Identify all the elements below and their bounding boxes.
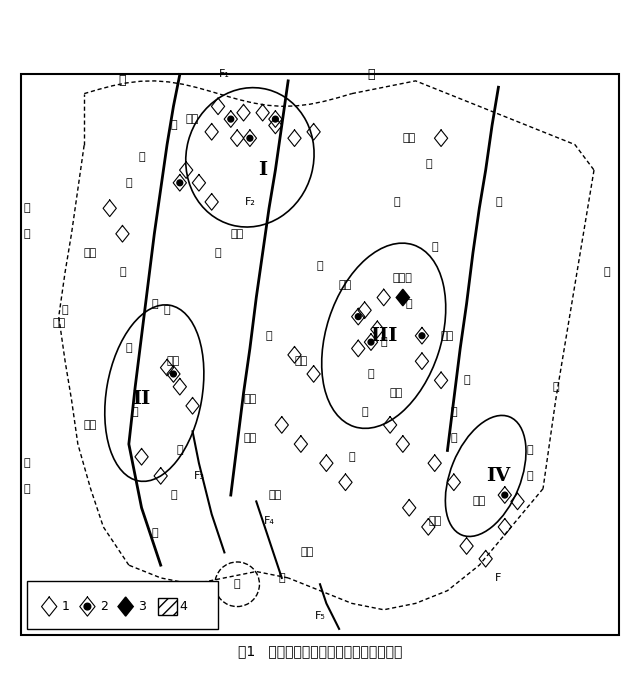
Text: 双: 双 [380,337,387,347]
Text: II: II [132,390,150,408]
Text: 1: 1 [62,600,70,613]
Text: 花垣: 花垣 [84,248,97,258]
Text: 庆: 庆 [24,229,30,239]
Polygon shape [396,289,410,306]
Text: 祁阳: 祁阳 [243,433,257,443]
Text: 凤凰: 凤凰 [52,318,65,328]
Text: 西: 西 [215,248,221,258]
Text: 郴州: 郴州 [428,516,442,526]
Circle shape [355,314,361,319]
Text: 宁乡: 宁乡 [339,279,352,290]
Polygon shape [118,597,133,616]
Text: 浦: 浦 [151,299,157,309]
Circle shape [247,135,253,141]
Text: IV: IV [486,467,511,485]
Text: 娄底: 娄底 [294,356,307,366]
Circle shape [228,116,234,122]
Text: 底: 底 [393,197,400,207]
Circle shape [177,180,182,185]
Text: 3: 3 [138,600,147,613]
Text: 裂: 裂 [349,452,355,462]
Text: 2: 2 [100,600,108,613]
Text: 垣: 垣 [125,178,132,187]
Text: 常德: 常德 [230,229,244,239]
Text: 武: 武 [451,433,457,443]
Text: 裂: 裂 [170,490,177,500]
Text: 姿: 姿 [425,159,431,169]
Text: 州: 州 [24,484,30,493]
Text: 新: 新 [317,261,323,270]
Text: 西: 西 [552,382,559,392]
Text: 植: 植 [170,121,177,130]
Text: F₃: F₃ [193,471,204,481]
Text: 汝城: 汝城 [473,496,486,507]
Text: 长沙市: 长沙市 [393,273,413,284]
Bar [20,75,620,635]
Text: III: III [370,327,397,345]
Text: 花: 花 [138,153,145,162]
Text: F: F [495,573,502,583]
Text: 江: 江 [604,267,610,277]
Text: 桂: 桂 [527,445,534,455]
Text: F₅: F₅ [315,611,325,621]
Text: 山: 山 [406,299,413,309]
Text: 岳阳: 岳阳 [403,133,416,143]
Text: F₁: F₁ [219,70,230,79]
Text: 衡阳: 衡阳 [390,388,403,398]
Bar [27,581,218,629]
Text: F₄: F₄ [264,516,275,526]
Circle shape [273,116,278,122]
Text: 西: 西 [234,579,241,589]
Text: 双牌: 双牌 [269,490,282,500]
Text: 4: 4 [180,600,188,613]
Text: 临武: 临武 [301,547,314,558]
Text: 断: 断 [362,407,368,418]
Text: 牌: 牌 [367,369,374,379]
Text: I: I [258,161,268,179]
Text: 县: 县 [132,407,138,418]
Text: 靖: 靖 [125,344,132,353]
Circle shape [170,371,177,377]
Text: 图1   湖南省地热资源与断裂构造分布略图: 图1 湖南省地热资源与断裂构造分布略图 [238,644,402,658]
Text: 州: 州 [463,376,470,385]
Text: 广: 广 [278,573,285,583]
Text: 北: 北 [367,68,375,81]
Text: 云: 云 [431,242,438,252]
Text: 靖县: 靖县 [84,420,97,430]
Text: 断: 断 [177,445,183,455]
Circle shape [419,333,425,339]
Text: 湖: 湖 [118,75,126,87]
Text: 东: 东 [527,471,534,481]
Circle shape [502,492,508,498]
Text: 溆: 溆 [164,305,170,315]
Text: 株洲: 株洲 [441,331,454,341]
Circle shape [368,339,374,345]
Text: 临: 临 [451,407,457,418]
Text: 贵: 贵 [24,458,30,468]
Text: 连: 连 [495,197,502,207]
Text: 宁: 宁 [266,331,273,341]
Text: 邵阳: 邵阳 [243,395,257,404]
Text: 裂: 裂 [62,305,68,315]
Text: 桑植: 桑植 [186,114,199,124]
Text: F₂: F₂ [244,197,255,207]
Circle shape [84,603,91,610]
Text: 广: 广 [151,528,157,538]
Text: 断: 断 [119,267,126,277]
Text: 溆浦: 溆浦 [167,356,180,366]
Text: 重: 重 [24,204,30,213]
